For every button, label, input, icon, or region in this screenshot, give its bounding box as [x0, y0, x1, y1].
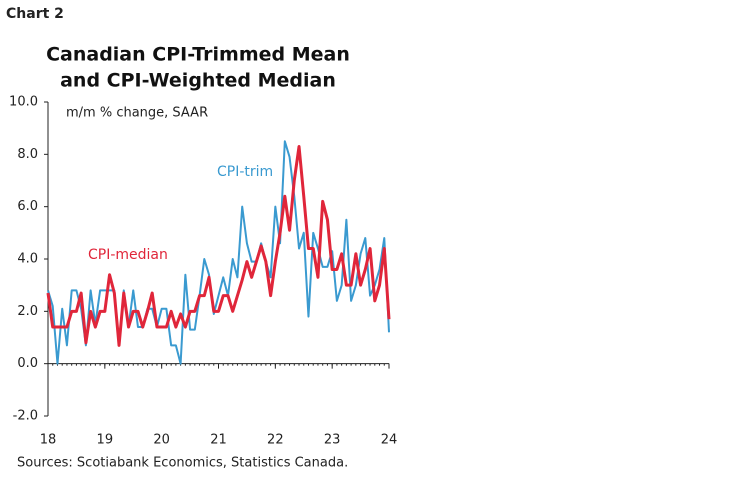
series-line — [47, 140, 390, 365]
y-tick-label: 8.0 — [17, 147, 38, 162]
x-tick-label: 19 — [97, 433, 114, 448]
y-tick-label: 2.0 — [17, 304, 38, 319]
series-label: CPI-trim — [217, 164, 273, 180]
chart-title: Canadian CPI-Trimmed Mean — [46, 44, 350, 66]
chart-title: and CPI-Weighted Median — [60, 70, 336, 92]
y-tick-label: 6.0 — [17, 199, 38, 214]
x-tick-label: 23 — [324, 433, 341, 448]
series-label: CPI-median — [88, 247, 168, 263]
x-tick-label: 22 — [267, 433, 284, 448]
header: Chart 2 — [6, 6, 64, 22]
series-line — [46, 144, 391, 347]
x-tick-label: 24 — [381, 433, 398, 448]
subtitle: m/m % change, SAAR — [66, 106, 208, 121]
y-tick-label: 4.0 — [17, 252, 38, 267]
x-tick-label: 20 — [153, 433, 170, 448]
y-tick-label: 0.0 — [17, 356, 38, 371]
x-tick-label: 18 — [40, 433, 57, 448]
y-tick-label: 10.0 — [9, 95, 38, 110]
source-note: Sources: Scotiabank Economics, Statistic… — [17, 456, 348, 471]
x-tick-label: 21 — [210, 433, 227, 448]
y-tick-label: -2.0 — [13, 409, 38, 424]
